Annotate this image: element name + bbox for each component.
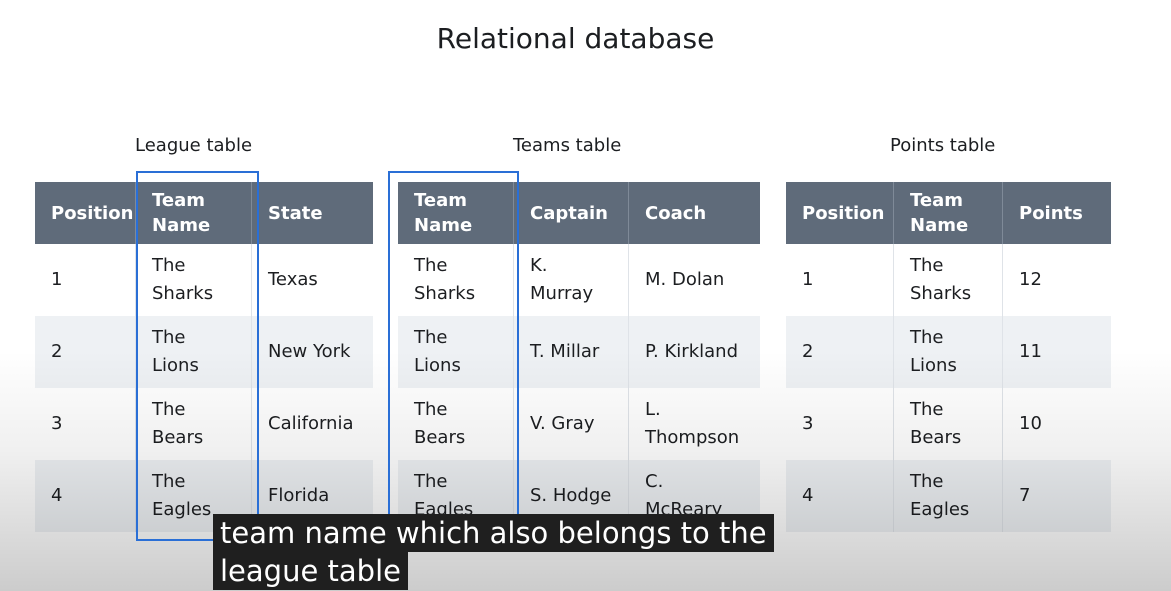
- league-cell-state: California: [268, 413, 354, 434]
- table-row: 2 The Lions New York: [35, 316, 373, 388]
- table-row: 2 The Lions 11: [786, 316, 1111, 388]
- teams-table: Team Name Captain Coach The Sharks K. Mu…: [398, 182, 760, 532]
- teams-col-coach: Coach: [645, 202, 707, 224]
- points-col-team-name: Team Name: [894, 182, 1003, 244]
- league-table: Position Team Name State 1 The Sharks Te…: [35, 182, 373, 532]
- table-row: 3 The Bears California: [35, 388, 373, 460]
- teams-team-name-highlight: [388, 171, 519, 541]
- league-table-header: Position Team Name State: [35, 182, 373, 244]
- teams-cell-team-name: The Lions: [398, 316, 514, 388]
- table-row: 1 The Sharks Texas: [35, 244, 373, 316]
- league-cell-team-name: The Lions: [136, 316, 252, 388]
- points-cell-points: 7: [1019, 485, 1031, 506]
- slide-title: Relational database: [436, 22, 715, 55]
- points-cell-position: 3: [786, 388, 894, 460]
- points-cell-team-name: The Lions: [894, 316, 1003, 388]
- points-cell-position: 1: [786, 244, 894, 316]
- points-table-header: Position Team Name Points: [786, 182, 1111, 244]
- points-cell-points: 11: [1019, 341, 1042, 362]
- subtitle-line-1: team name which also belongs to the: [213, 514, 774, 552]
- teams-cell-captain: V. Gray: [514, 388, 629, 460]
- league-team-name-highlight: [136, 171, 259, 541]
- teams-cell-team-name: The Bears: [398, 388, 514, 460]
- points-table-caption: Points table: [890, 135, 996, 156]
- league-cell-state: Florida: [268, 485, 330, 506]
- subtitle-line-2: league table: [213, 552, 408, 590]
- league-col-team-name: Team Name: [136, 182, 252, 244]
- points-col-points: Points: [1019, 202, 1083, 224]
- points-cell-team-name: The Bears: [894, 388, 1003, 460]
- league-cell-position: 4: [35, 460, 136, 532]
- league-cell-position: 2: [35, 316, 136, 388]
- table-row: 3 The Bears 10: [786, 388, 1111, 460]
- points-table: Position Team Name Points 1 The Sharks 1…: [786, 182, 1111, 532]
- points-cell-team-name: The Sharks: [894, 244, 1003, 316]
- league-cell-team-name: The Bears: [136, 388, 252, 460]
- teams-cell-team-name: The Sharks: [398, 244, 514, 316]
- league-cell-position: 3: [35, 388, 136, 460]
- teams-cell-coach: P. Kirkland: [645, 341, 738, 362]
- teams-col-captain: Captain: [514, 182, 629, 244]
- teams-cell-coach: M. Dolan: [645, 269, 725, 290]
- league-cell-state: New York: [268, 341, 351, 362]
- table-row: The Bears V. Gray L. Thompson: [398, 388, 760, 460]
- table-row: 1 The Sharks 12: [786, 244, 1111, 316]
- teams-table-caption: Teams table: [513, 135, 622, 156]
- teams-col-team-name: Team Name: [398, 182, 514, 244]
- teams-cell-captain: S. Hodge: [514, 460, 629, 532]
- league-table-caption: League table: [135, 135, 253, 156]
- league-cell-position: 1: [35, 244, 136, 316]
- teams-table-header: Team Name Captain Coach: [398, 182, 760, 244]
- league-col-state: State: [268, 202, 323, 224]
- league-col-position: Position: [35, 182, 136, 244]
- points-cell-position: 4: [786, 460, 894, 532]
- points-cell-position: 2: [786, 316, 894, 388]
- teams-cell-captain: T. Millar: [514, 316, 629, 388]
- league-cell-team-name: The Eagles: [136, 460, 252, 532]
- teams-cell-captain: K. Murray: [514, 244, 629, 316]
- table-row: 4 The Eagles 7: [786, 460, 1111, 532]
- table-row: The Sharks K. Murray M. Dolan: [398, 244, 760, 316]
- teams-cell-coach: L. Thompson: [645, 399, 740, 448]
- points-col-position: Position: [786, 182, 894, 244]
- league-cell-state: Texas: [268, 269, 318, 290]
- points-cell-team-name: The Eagles: [894, 460, 1003, 532]
- league-cell-team-name: The Sharks: [136, 244, 252, 316]
- points-cell-points: 10: [1019, 413, 1042, 434]
- table-row: The Lions T. Millar P. Kirkland: [398, 316, 760, 388]
- points-cell-points: 12: [1019, 269, 1042, 290]
